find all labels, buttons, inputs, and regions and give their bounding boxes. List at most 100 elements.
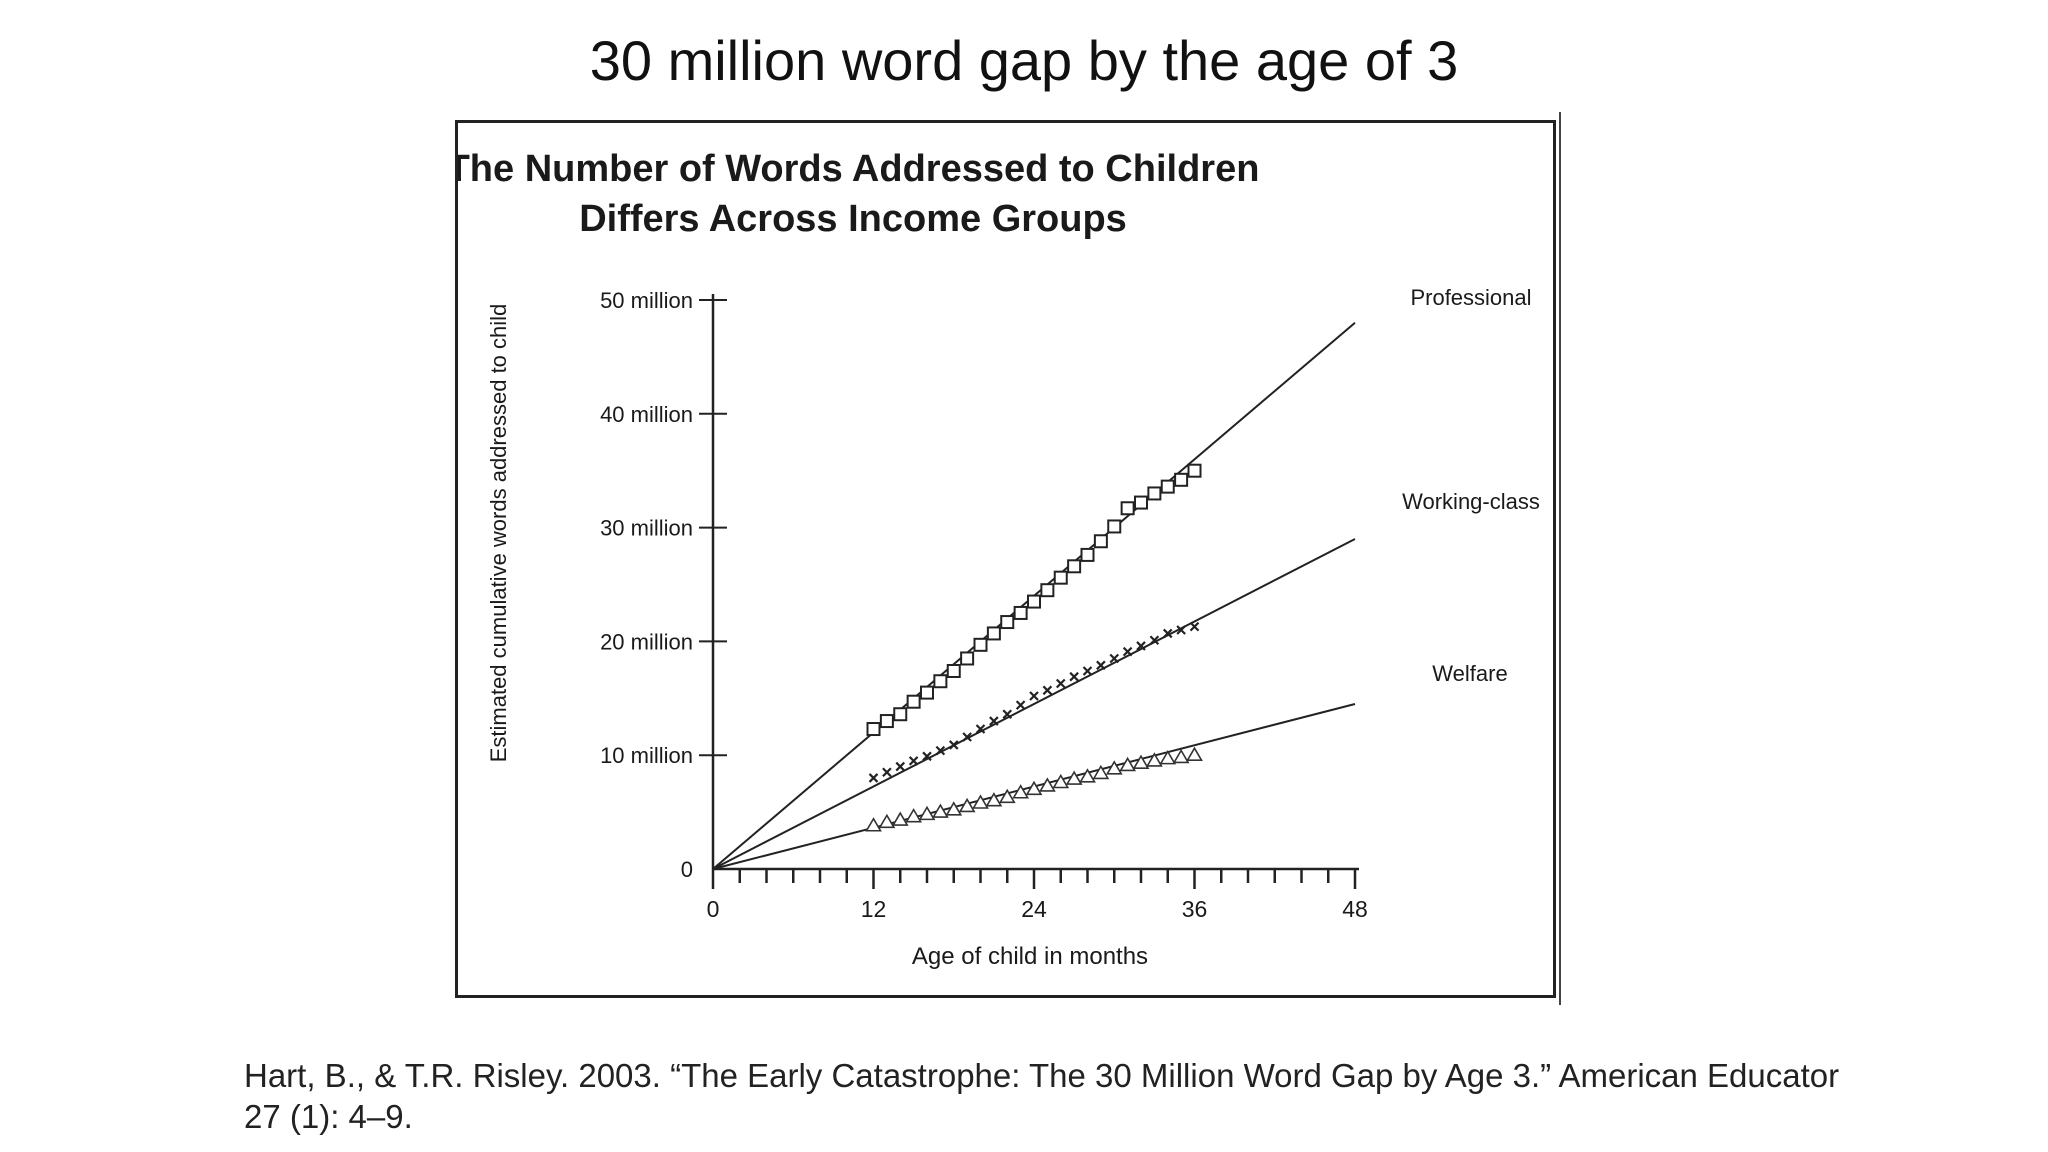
- data-point-working-class: [935, 745, 946, 756]
- data-point-welfare: [1119, 756, 1137, 772]
- data-point-working-class: [1096, 660, 1106, 671]
- data-point-professional: [1107, 519, 1122, 534]
- data-point-working-class: [1029, 691, 1039, 701]
- data-point-professional: [1080, 547, 1095, 562]
- data-point-welfare: [985, 792, 1003, 807]
- data-point-working-class: [948, 740, 959, 750]
- y-tick-label: 10 million: [600, 743, 693, 768]
- trend-line-working-class: [712, 538, 1356, 870]
- data-point-professional: [1053, 570, 1068, 585]
- data-point-welfare: [1186, 746, 1203, 762]
- data-point-working-class: [1149, 635, 1160, 646]
- data-point-welfare: [998, 788, 1016, 804]
- data-point-welfare: [1092, 764, 1110, 780]
- data-point-welfare: [1145, 752, 1163, 767]
- data-point-working-class: [1122, 646, 1133, 657]
- data-point-welfare: [1159, 750, 1177, 765]
- y-tick-label: 50 million: [600, 288, 693, 313]
- data-point-welfare: [1132, 754, 1150, 769]
- chart-title-line-1: The Number of Words Addressed to Childre…: [458, 148, 1259, 190]
- data-point-working-class: [1042, 685, 1053, 696]
- series-label-professional: Professional: [1410, 285, 1531, 310]
- data-point-working-class: [1069, 671, 1079, 682]
- data-point-professional: [879, 714, 894, 729]
- data-point-welfare: [958, 797, 976, 813]
- y-axis-label: Estimated cumulative words addressed to …: [486, 304, 511, 763]
- x-tick-label: 12: [861, 896, 887, 922]
- chart-title-line-2: Differs Across Income Groups: [579, 198, 1127, 240]
- chart-figure: The Number of Words Addressed to Childre…: [455, 120, 1556, 998]
- x-tick-label: 48: [1342, 896, 1368, 922]
- data-point-working-class: [922, 751, 932, 762]
- data-point-working-class: [1162, 628, 1173, 639]
- data-point-professional: [933, 674, 948, 689]
- data-point-professional: [893, 707, 908, 722]
- data-point-welfare: [1025, 780, 1043, 796]
- data-point-working-class: [1109, 653, 1120, 664]
- data-point-professional: [1067, 559, 1082, 574]
- data-point-professional: [986, 626, 1001, 641]
- data-point-professional: [1093, 534, 1108, 549]
- x-axis-label: Age of child in months: [912, 943, 1148, 970]
- data-point-working-class: [1015, 700, 1026, 710]
- data-point-working-class: [975, 724, 986, 734]
- x-tick-label: 36: [1182, 896, 1208, 922]
- data-point-working-class: [908, 756, 919, 766]
- data-point-professional: [1027, 594, 1041, 609]
- citation: Hart, B., & T.R. Risley. 2003. “The Earl…: [244, 1057, 1840, 1135]
- data-point-welfare: [945, 801, 963, 816]
- data-point-welfare: [891, 811, 909, 826]
- plot-layer: 0 10 million 20 million 30 million 40 millio…: [600, 285, 1540, 922]
- data-point-professional: [1187, 463, 1202, 478]
- data-point-professional: [1013, 605, 1028, 620]
- data-point-welfare: [878, 813, 896, 829]
- data-point-welfare: [1065, 770, 1083, 785]
- data-point-working-class: [1002, 709, 1013, 720]
- chart-svg: The Number of Words Addressed to Childre…: [458, 148, 1540, 970]
- data-point-working-class: [1176, 625, 1186, 635]
- data-point-welfare: [1079, 768, 1096, 783]
- x-tick-label: 0: [707, 896, 720, 922]
- data-point-welfare: [1172, 748, 1190, 764]
- data-point-working-class: [868, 773, 879, 783]
- x-tick-label: 24: [1021, 896, 1047, 922]
- data-point-professional: [1000, 615, 1015, 630]
- slide-title: 30 million word gap by the age of 3: [589, 29, 1459, 92]
- y-tick-label: 40 million: [600, 402, 693, 427]
- data-point-professional: [946, 663, 961, 678]
- data-point-working-class: [989, 716, 999, 726]
- data-point-working-class: [1082, 666, 1093, 676]
- data-point-professional: [960, 651, 975, 666]
- data-point-working-class: [882, 767, 892, 778]
- data-point-working-class: [1136, 641, 1146, 651]
- data-point-professional: [1174, 472, 1189, 487]
- data-point-welfare: [905, 808, 923, 823]
- data-point-welfare: [1105, 760, 1123, 775]
- data-point-welfare: [1052, 773, 1070, 789]
- data-point-welfare: [865, 817, 882, 832]
- data-point-welfare: [931, 803, 949, 818]
- data-point-working-class: [1055, 678, 1066, 689]
- series-label-working-class: Working-class: [1402, 489, 1540, 514]
- data-point-professional: [1134, 495, 1148, 510]
- y-tick-label: 0: [681, 857, 693, 882]
- figure-edge-shadow: [1559, 112, 1561, 1005]
- data-point-professional: [1040, 583, 1055, 598]
- data-point-professional: [1160, 479, 1175, 494]
- data-point-welfare: [972, 794, 989, 809]
- data-point-professional: [1147, 486, 1162, 501]
- y-tick-label: 20 million: [600, 629, 693, 654]
- data-point-professional: [920, 685, 934, 700]
- data-point-professional: [1120, 501, 1135, 516]
- data-point-working-class: [895, 761, 906, 772]
- data-point-welfare: [1012, 784, 1030, 799]
- data-point-professional: [973, 637, 988, 652]
- data-point-welfare: [918, 805, 936, 821]
- series-label-welfare: Welfare: [1432, 661, 1507, 686]
- data-point-welfare: [1038, 777, 1056, 792]
- data-point-working-class: [962, 732, 972, 742]
- data-point-working-class: [1189, 621, 1200, 632]
- y-tick-label: 30 million: [600, 516, 693, 541]
- data-point-professional: [866, 722, 881, 737]
- data-point-professional: [906, 694, 921, 709]
